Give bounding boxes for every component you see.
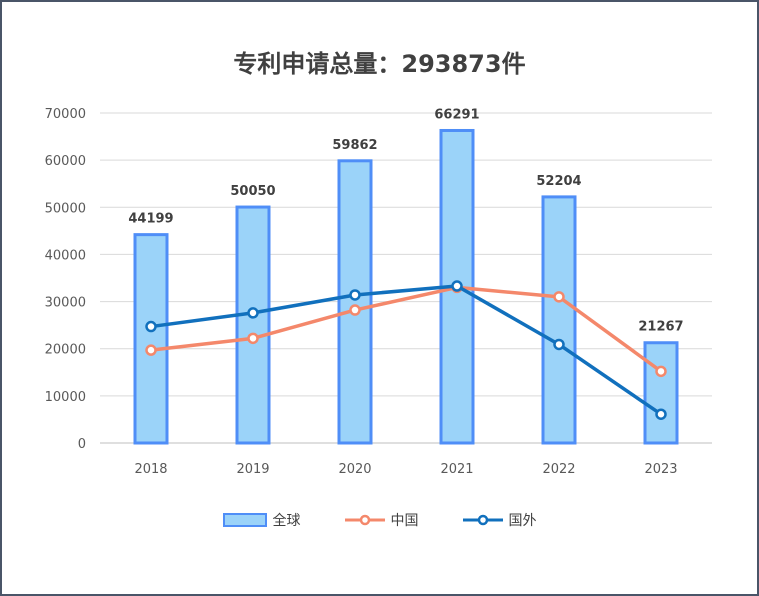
series-point (553, 338, 565, 351)
y-tick-label: 20000 (45, 343, 86, 358)
x-tick-label: 2019 (236, 462, 269, 477)
x-tick-label: 2023 (644, 462, 677, 477)
y-tick-label: 70000 (45, 107, 86, 122)
legend-label-global: 全球 (272, 513, 301, 529)
bar-data-label: 59862 (332, 138, 377, 153)
bar-data-label: 21267 (638, 320, 683, 335)
series-point (553, 291, 565, 303)
series-point (655, 408, 667, 420)
bar (337, 159, 373, 445)
bar (643, 341, 679, 445)
x-tick-label: 2022 (542, 462, 575, 477)
series-point (247, 307, 259, 319)
series-point (451, 280, 463, 292)
legend-item-foreign: 国外 (462, 510, 537, 530)
legend-line-swatch-foreign (462, 514, 503, 526)
legend-item-china: 中国 (344, 510, 419, 530)
bar-data-label: 66291 (434, 107, 479, 122)
bar (235, 205, 271, 445)
y-tick-label: 0 (78, 437, 86, 452)
series-point (145, 320, 157, 333)
legend-label-foreign: 国外 (508, 513, 537, 529)
bar-data-label: 50050 (230, 184, 275, 199)
x-tick-label: 2020 (338, 462, 371, 477)
y-tick-label: 30000 (45, 296, 86, 311)
bar (133, 233, 169, 445)
legend-bar-swatch (222, 513, 267, 527)
y-tick-label: 10000 (45, 390, 86, 405)
legend-line-swatch-china (344, 514, 385, 526)
x-tick-label: 2021 (440, 462, 473, 477)
series-point (247, 332, 259, 345)
series-point (145, 344, 157, 356)
y-tick-label: 40000 (45, 248, 86, 263)
y-tick-label: 50000 (45, 201, 86, 216)
bar-data-label: 44199 (128, 212, 173, 227)
chart-title: 专利申请总量：293873件 (233, 50, 526, 78)
bar-data-label: 52204 (536, 174, 581, 189)
legend-item-global: 全球 (222, 510, 301, 530)
series-line (150, 285, 663, 373)
bar (541, 195, 577, 445)
y-tick-label: 60000 (45, 154, 86, 169)
series-point (655, 365, 667, 378)
legend-label-china: 中国 (390, 513, 419, 529)
series-point (349, 289, 361, 301)
chart-legend: 全球 中国 国外 (0, 510, 759, 530)
series-line (150, 284, 662, 416)
series-point (349, 304, 361, 316)
x-tick-label: 2018 (134, 462, 167, 477)
